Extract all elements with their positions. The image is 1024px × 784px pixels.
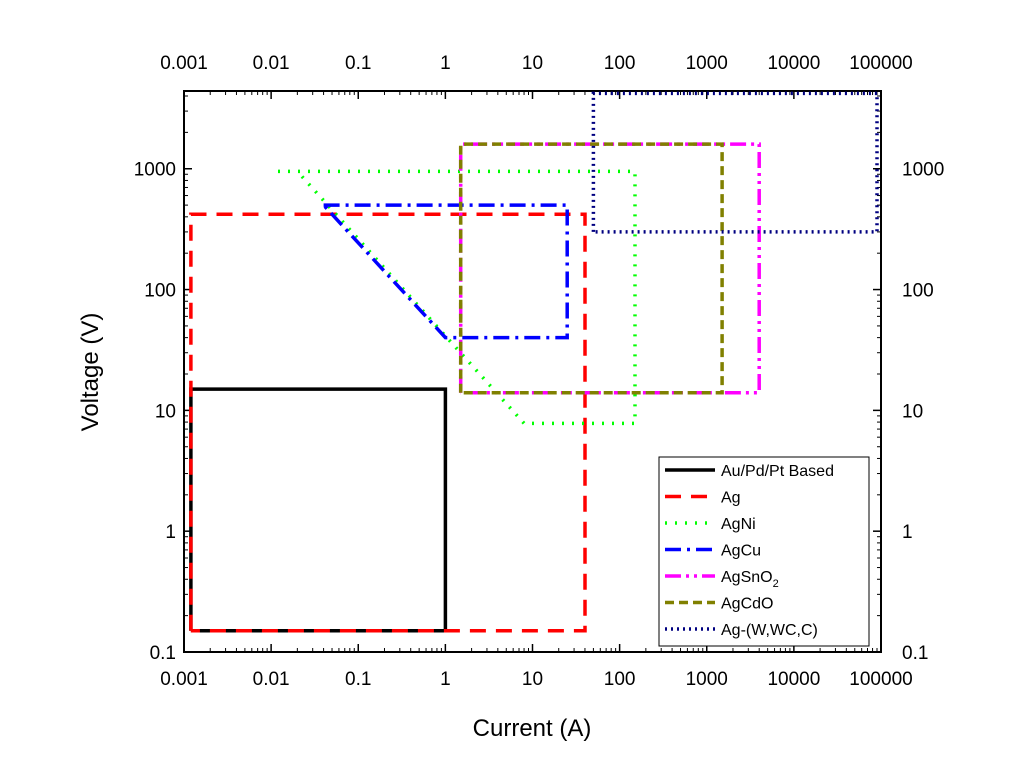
x-tick-label-top: 1000: [686, 53, 728, 74]
x-tick-label-top: 10000: [767, 53, 820, 74]
legend-label: Au/Pd/Pt Based: [721, 463, 834, 480]
legend-label: AgNi: [721, 516, 756, 533]
x-tick-label-bottom: 0.01: [253, 669, 290, 690]
series-lines: [189, 91, 879, 633]
x-tick-label-top: 0.1: [345, 53, 371, 74]
y-tick-label-left: 0.1: [150, 643, 176, 664]
x-tick-label-top: 1: [440, 53, 451, 74]
x-tick-label-top: 100000: [849, 53, 912, 74]
x-tick-label-bottom: 1: [440, 669, 451, 690]
legend-label-text: Ag: [721, 490, 741, 507]
x-tick-label-bottom: 0.1: [345, 669, 371, 690]
y-tick-label-left: 1000: [134, 160, 176, 181]
x-tick-label-bottom: 10000: [767, 669, 820, 690]
legend-label-text: AgCu: [721, 543, 761, 560]
legend-label: AgCdO: [721, 596, 773, 613]
x-tick-label-bottom: 1000: [686, 669, 728, 690]
series-line-2: [189, 212, 587, 633]
x-tick-label-top: 0.01: [253, 53, 290, 74]
x-tick-label-bottom: 10: [522, 669, 543, 690]
y-tick-label-left: 100: [144, 281, 176, 302]
x-tick-label-top: 10: [522, 53, 543, 74]
y-tick-label-right: 100: [902, 281, 934, 302]
legend-box: [658, 456, 870, 647]
legend-label-text: AgCdO: [721, 596, 773, 613]
y-axis-title: Voltage (V): [77, 313, 104, 432]
legend-label-text: Au/Pd/Pt Based: [721, 463, 834, 480]
x-tick-label-top: 0.001: [160, 53, 208, 74]
x-tick-label-top: 100: [604, 53, 636, 74]
x-tick-label-bottom: 100: [604, 669, 636, 690]
legend-label: AgSnO2: [721, 569, 779, 590]
series-line-1: [189, 387, 448, 633]
legend-label-text: AgSnO: [721, 569, 773, 586]
series-line-5: [458, 142, 761, 395]
y-tick-label-left: 10: [155, 401, 176, 422]
y-tick-label-right: 10: [902, 401, 923, 422]
y-tick-label-right: 0.1: [902, 643, 928, 664]
legend-label: Ag-(W,WC,C): [721, 622, 818, 639]
x-tick-label-bottom: 0.001: [160, 669, 208, 690]
y-tick-label-left: 1: [165, 522, 176, 543]
series-line-6: [458, 142, 724, 395]
axis-ticks: 0.0010.0010.010.010.10.11110101001001000…: [134, 53, 945, 690]
x-axis-title: Current (A): [473, 715, 592, 742]
x-tick-label-bottom: 100000: [849, 669, 912, 690]
series-line-3: [278, 169, 637, 426]
series-line-7: [591, 91, 879, 234]
y-tick-label-right: 1: [902, 522, 913, 543]
y-tick-label-right: 1000: [902, 160, 944, 181]
legend-label-subscript: 2: [773, 578, 779, 590]
legend-label-text: Ag-(W,WC,C): [721, 622, 818, 639]
series-line-4: [322, 203, 569, 340]
legend: Au/Pd/Pt BasedAgAgNiAgCuAgSnO2AgCdOAg-(W…: [658, 456, 870, 647]
legend-label-text: AgNi: [721, 516, 756, 533]
legend-label: Ag: [721, 490, 741, 507]
legend-label: AgCu: [721, 543, 761, 560]
